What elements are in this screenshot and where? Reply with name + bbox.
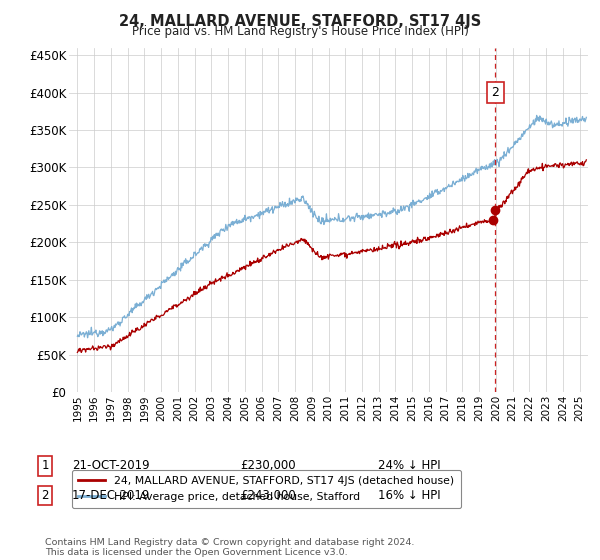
Text: 2: 2 xyxy=(41,489,49,502)
Text: £230,000: £230,000 xyxy=(240,459,296,473)
Text: Price paid vs. HM Land Registry's House Price Index (HPI): Price paid vs. HM Land Registry's House … xyxy=(131,25,469,38)
Text: 17-DEC-2019: 17-DEC-2019 xyxy=(72,489,151,502)
Text: 1: 1 xyxy=(41,459,49,473)
Text: Contains HM Land Registry data © Crown copyright and database right 2024.
This d: Contains HM Land Registry data © Crown c… xyxy=(45,538,415,557)
Text: 16% ↓ HPI: 16% ↓ HPI xyxy=(378,489,440,502)
Text: 21-OCT-2019: 21-OCT-2019 xyxy=(72,459,149,473)
Legend: 24, MALLARD AVENUE, STAFFORD, ST17 4JS (detached house), HPI: Average price, det: 24, MALLARD AVENUE, STAFFORD, ST17 4JS (… xyxy=(72,470,461,508)
Text: £243,000: £243,000 xyxy=(240,489,296,502)
Text: 24% ↓ HPI: 24% ↓ HPI xyxy=(378,459,440,473)
Text: 24, MALLARD AVENUE, STAFFORD, ST17 4JS: 24, MALLARD AVENUE, STAFFORD, ST17 4JS xyxy=(119,14,481,29)
Text: 2: 2 xyxy=(491,86,499,99)
